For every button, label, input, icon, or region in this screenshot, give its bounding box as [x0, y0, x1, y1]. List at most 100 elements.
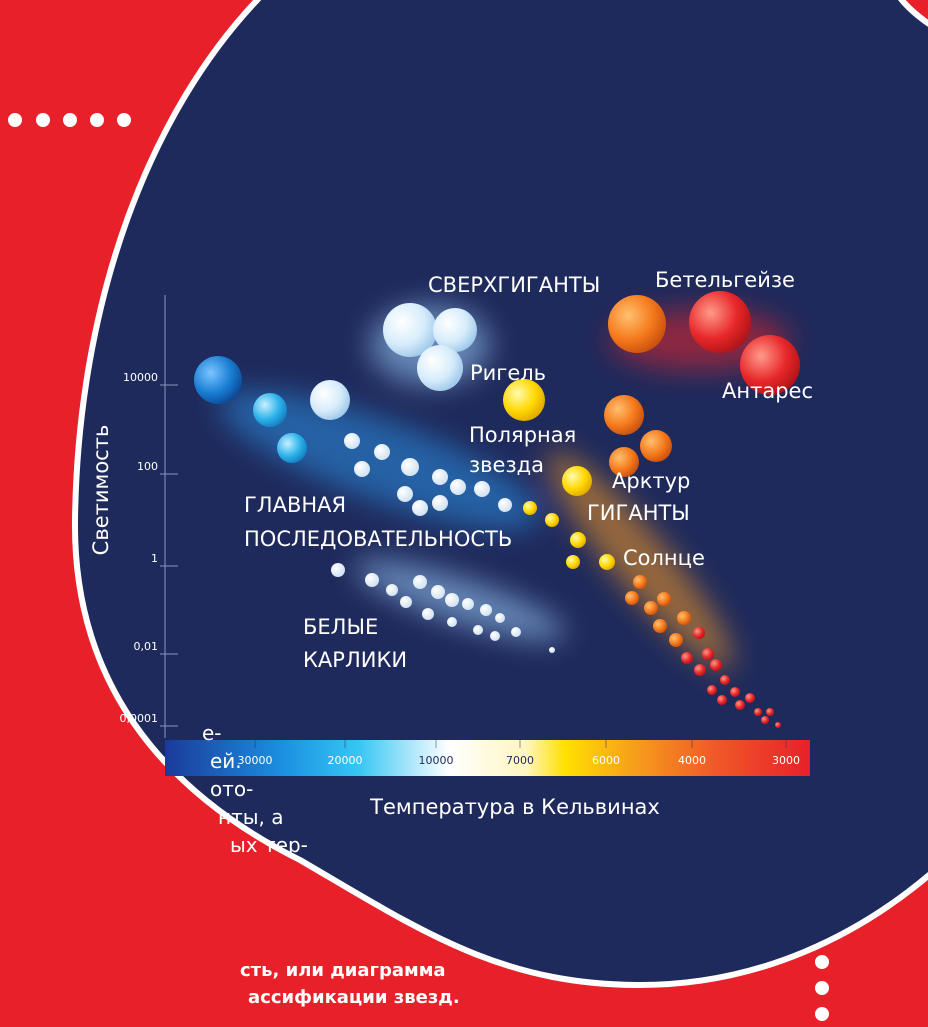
- star: [194, 356, 242, 404]
- star: [754, 708, 762, 716]
- bar-tick-marks: [254, 740, 787, 748]
- side-text: нты, а: [218, 805, 284, 829]
- side-text: ых тер-: [230, 833, 308, 857]
- decor-dots: [8, 113, 829, 1021]
- star: [640, 430, 672, 462]
- star: [401, 458, 419, 476]
- star: [354, 461, 370, 477]
- star: [480, 604, 492, 616]
- star: [694, 664, 706, 676]
- y-axis-label: Светимость: [89, 425, 113, 556]
- side-text: е-: [202, 721, 222, 745]
- star: [710, 659, 722, 671]
- side-text: ото-: [210, 777, 253, 801]
- region-label: КАРЛИКИ: [303, 648, 407, 672]
- side-text: ей.: [210, 749, 242, 773]
- star: [677, 611, 691, 625]
- y-tick-marks: [160, 384, 178, 727]
- region-label: ГИГАНТЫ: [587, 501, 690, 525]
- star: [365, 573, 379, 587]
- star: [433, 308, 477, 352]
- star: [702, 648, 714, 660]
- star: [447, 617, 457, 627]
- star: [633, 575, 647, 589]
- x-tick-label: 4000: [678, 754, 706, 767]
- star: [693, 627, 705, 639]
- star: [432, 495, 448, 511]
- star-label: Бетельгейзе: [655, 268, 795, 292]
- caption: сть, или диаграмма: [240, 960, 446, 981]
- star: [310, 380, 350, 420]
- star-label: Солнце: [623, 546, 705, 570]
- x-tick-label: 6000: [592, 754, 620, 767]
- star: [730, 687, 740, 697]
- star: [766, 708, 774, 716]
- star: [599, 554, 615, 570]
- star: [413, 575, 427, 589]
- x-tick-label: 30000: [238, 754, 273, 767]
- star: [462, 598, 474, 610]
- star: [422, 608, 434, 620]
- star: [608, 295, 666, 353]
- x-tick-label: 7000: [506, 754, 534, 767]
- caption: ассификации звезд.: [248, 987, 460, 1008]
- star: [495, 613, 505, 623]
- star: [745, 693, 755, 703]
- star: [431, 585, 445, 599]
- star: [417, 345, 463, 391]
- star: [473, 625, 483, 635]
- y-tick-label: 1: [151, 552, 158, 565]
- star: [511, 627, 521, 637]
- star: [383, 303, 437, 357]
- star: [386, 584, 398, 596]
- star: [400, 596, 412, 608]
- y-tick-label: 0,0001: [120, 712, 159, 725]
- region-label: ПОСЛЕДОВАТЕЛЬНОСТЬ: [244, 527, 512, 551]
- star: [277, 433, 307, 463]
- y-tick-label: 10000: [123, 371, 158, 384]
- star: [761, 716, 769, 724]
- star: [450, 479, 466, 495]
- star: [570, 532, 586, 548]
- star: [253, 393, 287, 427]
- y-tick-label: 0,01: [134, 640, 159, 653]
- y-tick-label: 100: [137, 460, 158, 473]
- star: [609, 447, 639, 477]
- star: [490, 631, 500, 641]
- star: [331, 563, 345, 577]
- star: [445, 593, 459, 607]
- x-tick-label: 20000: [328, 754, 363, 767]
- star: [657, 592, 671, 606]
- star: [432, 469, 448, 485]
- star: [625, 591, 639, 605]
- star: [374, 444, 390, 460]
- star-label: Ригель: [470, 361, 546, 385]
- star: [523, 501, 537, 515]
- star: [344, 433, 360, 449]
- star: [503, 379, 545, 421]
- star: [498, 498, 512, 512]
- star: [653, 619, 667, 633]
- star: [566, 555, 580, 569]
- stars: [194, 291, 800, 728]
- star: [707, 685, 717, 695]
- star: [397, 486, 413, 502]
- star: [644, 601, 658, 615]
- star-label: Арктур: [612, 469, 690, 493]
- star: [562, 466, 592, 496]
- star: [775, 722, 781, 728]
- star: [545, 513, 559, 527]
- star: [740, 335, 800, 395]
- region-label: БЕЛЫЕ: [303, 615, 378, 639]
- star: [717, 695, 727, 705]
- x-tick-label: 10000: [419, 754, 454, 767]
- star: [412, 500, 428, 516]
- star: [681, 652, 693, 664]
- region-label: ГЛАВНАЯ: [244, 493, 346, 517]
- star-label: Полярная: [469, 423, 576, 447]
- x-tick-label: 3000: [772, 754, 800, 767]
- star: [735, 700, 745, 710]
- star: [689, 291, 751, 353]
